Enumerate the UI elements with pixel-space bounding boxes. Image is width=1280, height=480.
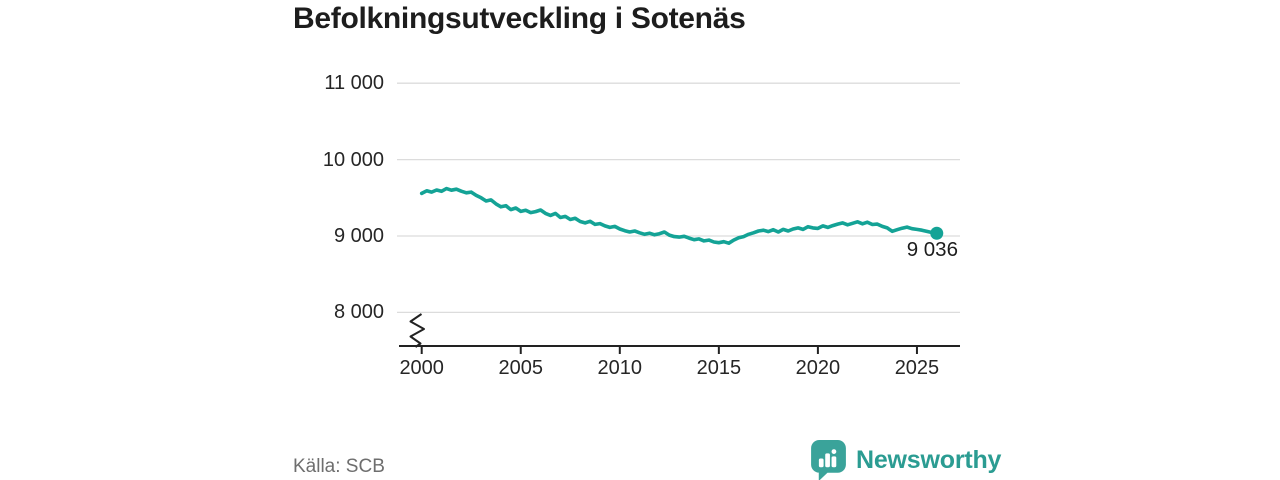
brand-name: Newsworthy [856, 445, 1002, 474]
y-tick-label: 8 000 [333, 301, 384, 324]
y-tick-label: 11 000 [324, 72, 384, 95]
chart-title: Befolkningsutveckling i Sotenäs [293, 2, 746, 35]
x-tick-label: 2025 [894, 357, 940, 379]
x-tick-label: 2005 [498, 357, 544, 379]
x-tick-label: 2015 [696, 357, 742, 379]
end-value-label: 9 036 [906, 238, 958, 261]
x-tick-label: 2000 [399, 357, 444, 379]
x-tick-label: 2020 [795, 357, 841, 379]
newsworthy-logo: Newsworthy [810, 439, 1002, 480]
mini-bar-chart-glyph [818, 448, 837, 467]
x-tick-label: 2010 [597, 357, 643, 379]
newsworthy-logo-icon [811, 439, 846, 480]
series-endpoint-dot [930, 226, 944, 240]
population-series-line [419, 186, 939, 245]
y-axis-break-icon [409, 313, 425, 348]
y-tick-label: 10 000 [322, 148, 384, 171]
y-tick-label: 9 000 [333, 225, 384, 247]
source-caption: Källa: SCB [293, 456, 385, 477]
